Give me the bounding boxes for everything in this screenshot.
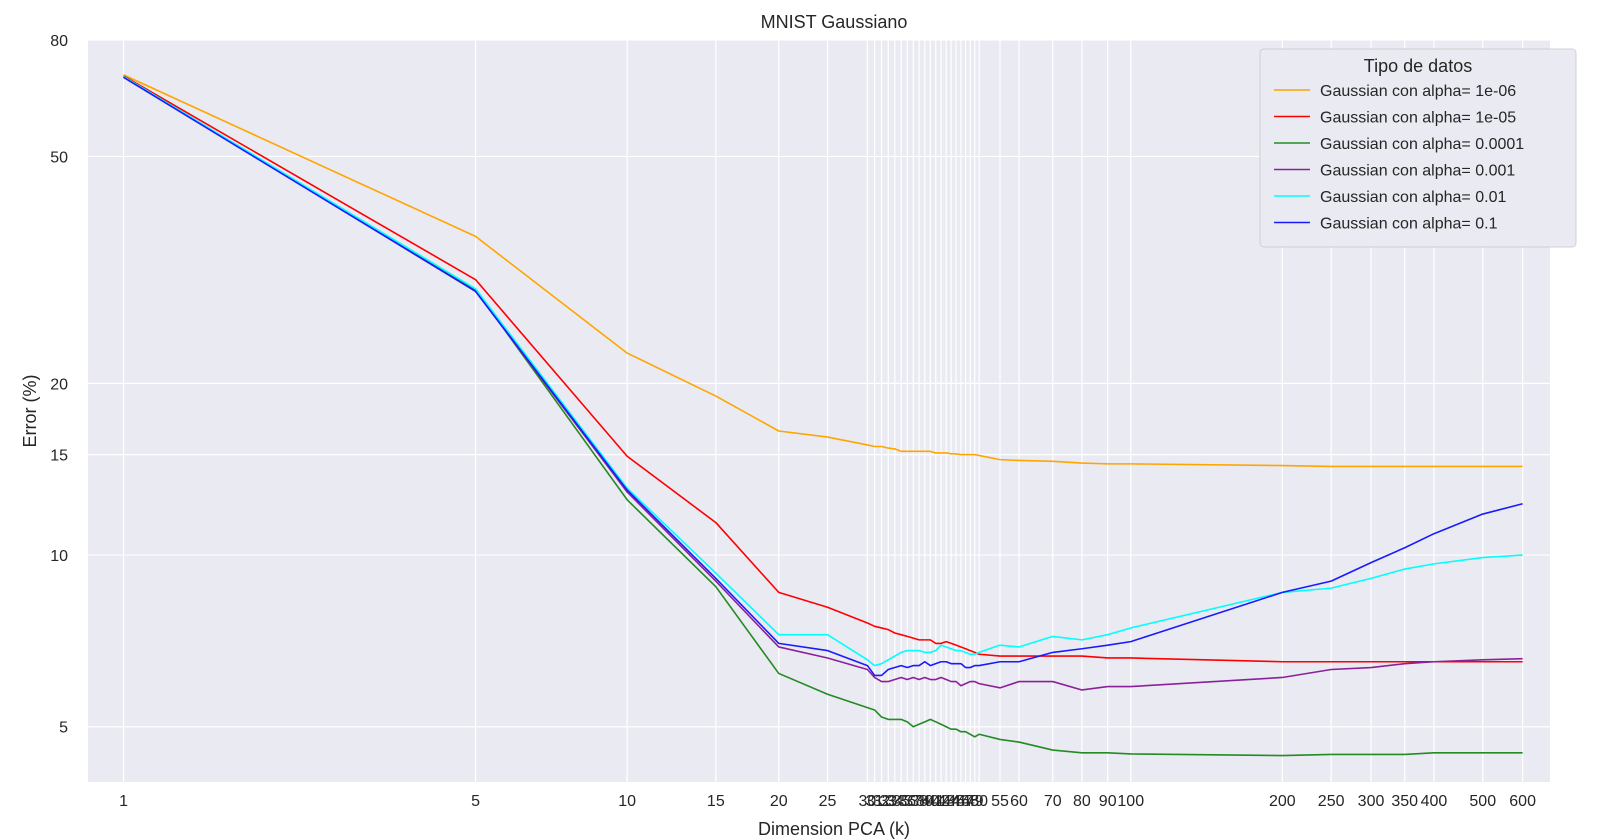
x-axis-label: Dimension PCA (k): [758, 819, 910, 839]
x-tick-label: 20: [770, 793, 788, 810]
x-tick-label: 40: [921, 793, 939, 810]
legend-box: [1259, 48, 1577, 248]
x-tick-label: 48: [961, 793, 979, 810]
y-tick-label: 80: [50, 33, 68, 50]
x-tick-label: 45: [947, 793, 965, 810]
x-tick-label: 100: [1117, 793, 1144, 810]
series-line: [123, 75, 1523, 663]
x-tick-label: 50: [970, 793, 988, 810]
x-tick-label: 400: [1421, 793, 1448, 810]
y-tick-label: 5: [59, 720, 68, 737]
x-tick-label: 34: [886, 793, 904, 810]
y-tick-label: 10: [50, 548, 68, 565]
x-tick-label: 300: [1358, 793, 1385, 810]
series-line: [123, 75, 1523, 691]
x-tick-label: 37: [904, 793, 922, 810]
x-tick-label: 80: [1073, 793, 1091, 810]
legend-label: Gaussian con alpha= 0.1: [1320, 216, 1498, 233]
series-line: [123, 76, 1523, 677]
legend-label: Gaussian con alpha= 0.0001: [1320, 136, 1524, 153]
legend-label: Gaussian con alpha= 0.01: [1320, 189, 1506, 206]
x-tick-label: 47: [957, 793, 975, 810]
legend-label: Gaussian con alpha= 1e-06: [1320, 83, 1516, 100]
x-tick-label: 350: [1391, 793, 1418, 810]
y-axis-label: Error (%): [20, 375, 40, 448]
x-tick-label: 15: [707, 793, 725, 810]
x-tick-label: 30: [859, 793, 877, 810]
x-tick-label: 70: [1044, 793, 1062, 810]
x-tick-label: 500: [1469, 793, 1496, 810]
y-tick-label: 50: [50, 149, 68, 166]
series-line: [123, 75, 1523, 667]
legend-label: Gaussian con alpha= 1e-05: [1320, 110, 1516, 127]
x-tick-label: 35: [892, 793, 910, 810]
x-tick-label: 10: [618, 793, 636, 810]
series-line: [123, 74, 1523, 468]
x-tick-label: 600: [1509, 793, 1536, 810]
x-tick-label: 1: [119, 793, 128, 810]
x-tick-label: 41: [927, 793, 945, 810]
x-tick-label: 5: [471, 793, 480, 810]
x-tick-label: 90: [1099, 793, 1117, 810]
chart-title: MNIST Gaussiano: [761, 12, 908, 32]
x-tick-label: 38: [910, 793, 928, 810]
x-tick-label: 44: [942, 793, 960, 810]
legend-title: Tipo de datos: [1364, 56, 1472, 76]
x-tick-label: 49: [966, 793, 984, 810]
y-tick-label: 20: [50, 376, 68, 393]
x-tick-label: 31: [866, 793, 884, 810]
x-tick-label: 32: [873, 793, 891, 810]
x-tick-label: 36: [898, 793, 916, 810]
x-tick-label: 46: [952, 793, 970, 810]
legend: Tipo de datos Gaussian con alpha= 1e-06 G…: [1259, 48, 1577, 248]
x-tick-label: 42: [932, 793, 950, 810]
x-tick-label: 60: [1010, 793, 1028, 810]
x-tick-label: 43: [937, 793, 955, 810]
y-tick-label: 15: [50, 448, 68, 465]
grid-lines: [88, 39, 1550, 782]
x-tick-label: 250: [1318, 793, 1345, 810]
x-tick-label: 25: [819, 793, 837, 810]
x-tick-label: 39: [916, 793, 934, 810]
x-tick-label: 200: [1269, 793, 1296, 810]
legend-label: Gaussian con alpha= 0.001: [1320, 163, 1515, 180]
series-lines: [123, 74, 1523, 757]
x-tick-label: 33: [879, 793, 897, 810]
tick-labels: 1 5 10 15 20 25 303132333435363738394041424344…: [50, 33, 1536, 810]
series-line: [123, 75, 1523, 757]
x-tick-label: 55: [991, 793, 1009, 810]
